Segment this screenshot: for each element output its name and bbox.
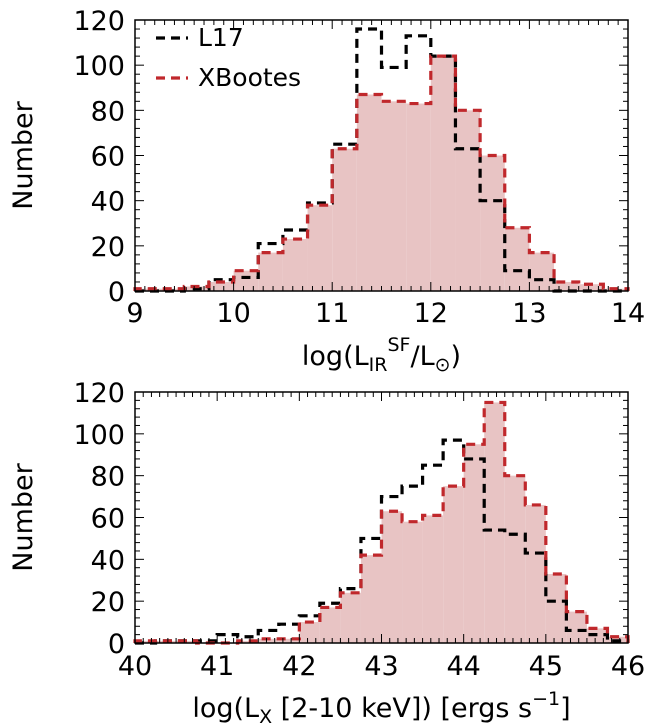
- y-tick-label: 100: [73, 420, 125, 451]
- bar-fill-xbootes: [278, 638, 300, 643]
- panel-top-ir-luminosity: 9 10 11 12 13 14 0 20 40 60 80 100 120 Number log(LI…: [8, 6, 645, 376]
- bar-fill-xbootes: [135, 288, 160, 291]
- x-tick-label: 42: [282, 651, 316, 682]
- x-tick-label: 40: [118, 651, 152, 682]
- x-tick-label: 41: [200, 651, 234, 682]
- x-tick-label: 12: [414, 298, 448, 329]
- bar-fill-xbootes: [258, 638, 279, 643]
- x-tick-label: 9: [126, 298, 143, 329]
- bar-fill-xbootes: [545, 573, 567, 643]
- bar-fill-xbootes: [504, 475, 526, 643]
- x-tick-label: 11: [315, 298, 349, 329]
- bar-fill-xbootes: [208, 281, 234, 291]
- step-line-l17: [135, 438, 630, 645]
- bar-fill-xbootes: [356, 94, 382, 292]
- bar-fill-xbootes: [463, 444, 485, 643]
- step-line-xbootes: [133, 54, 630, 291]
- bar-fill-xbootes: [319, 607, 341, 643]
- bar-fill-xbootes: [455, 110, 481, 291]
- y-tick-label: 100: [73, 51, 125, 82]
- panel-bottom-xray-luminosity: 40 41 42 43 44 45 46 0 20 40 60 80 100 120 Number log…: [8, 378, 645, 728]
- bar-fill-xbootes: [282, 239, 308, 291]
- bar-fill-xbootes: [430, 56, 456, 292]
- y-tick-label: 20: [91, 232, 125, 263]
- y-tick-label: 40: [91, 545, 125, 576]
- x-axis-label: log(LIRSF/L⊙): [302, 334, 461, 376]
- bar-fill-xbootes: [484, 402, 505, 643]
- y-tick-label: 120: [73, 378, 125, 409]
- bar-fill-xbootes: [233, 270, 259, 291]
- y-tick-label: 120: [73, 6, 125, 37]
- y-tick-label: 80: [91, 96, 125, 127]
- y-tick-label: 0: [108, 629, 125, 660]
- bar-fill-xbootes: [332, 148, 357, 291]
- bar-fill-xbootes: [402, 521, 423, 643]
- bar-fill-xbootes: [299, 622, 320, 643]
- bar-fill-xbootes: [381, 511, 403, 643]
- bar-fill-xbootes: [406, 103, 431, 291]
- bar-fill-xbootes: [422, 515, 444, 643]
- legend-label-xbootes: XBootes: [198, 63, 301, 92]
- bar-fill-xbootes: [307, 205, 333, 291]
- x-tick-label: 14: [611, 298, 645, 329]
- y-tick-label: 20: [91, 587, 125, 618]
- bar-fill-xbootes: [443, 486, 464, 643]
- y-axis-label: Number: [8, 100, 39, 209]
- bar-fill-xbootes: [340, 592, 361, 643]
- x-axis-label: log(LX [2-10 keV]) [ergs s−1]: [192, 688, 570, 728]
- x-tick-label: 43: [364, 651, 398, 682]
- legend: L17 XBootes: [156, 23, 301, 92]
- y-tick-label: 80: [91, 462, 125, 493]
- bar-fill-xbootes: [525, 504, 546, 643]
- x-tick-label: 13: [512, 298, 546, 329]
- y-tick-label: 60: [91, 142, 125, 173]
- bar-fill-xbootes: [566, 611, 587, 643]
- legend-label-l17: L17: [198, 23, 244, 52]
- bar-fill-xbootes: [554, 281, 579, 291]
- bar-fill-xbootes: [258, 252, 283, 291]
- bar-fill-xbootes: [529, 252, 555, 291]
- y-tick-label: 0: [108, 277, 125, 308]
- x-tick-label: 44: [446, 651, 480, 682]
- bar-fill-xbootes: [237, 640, 259, 643]
- x-tick-label: 46: [611, 651, 645, 682]
- x-tick-label: 45: [529, 651, 563, 682]
- bar-fill-xbootes: [135, 640, 156, 643]
- y-tick-label: 40: [91, 187, 125, 218]
- x-tick-label: 10: [216, 298, 250, 329]
- bar-fill-xbootes: [480, 155, 505, 291]
- bar-fill-xbootes: [504, 227, 530, 291]
- bar-fill-xbootes: [381, 101, 407, 291]
- step-line-xbootes: [133, 400, 630, 645]
- y-tick-label: 60: [91, 504, 125, 535]
- bar-fill-xbootes: [360, 555, 382, 643]
- y-axis-label: Number: [8, 462, 39, 571]
- bar-fill-xbootes: [578, 284, 604, 291]
